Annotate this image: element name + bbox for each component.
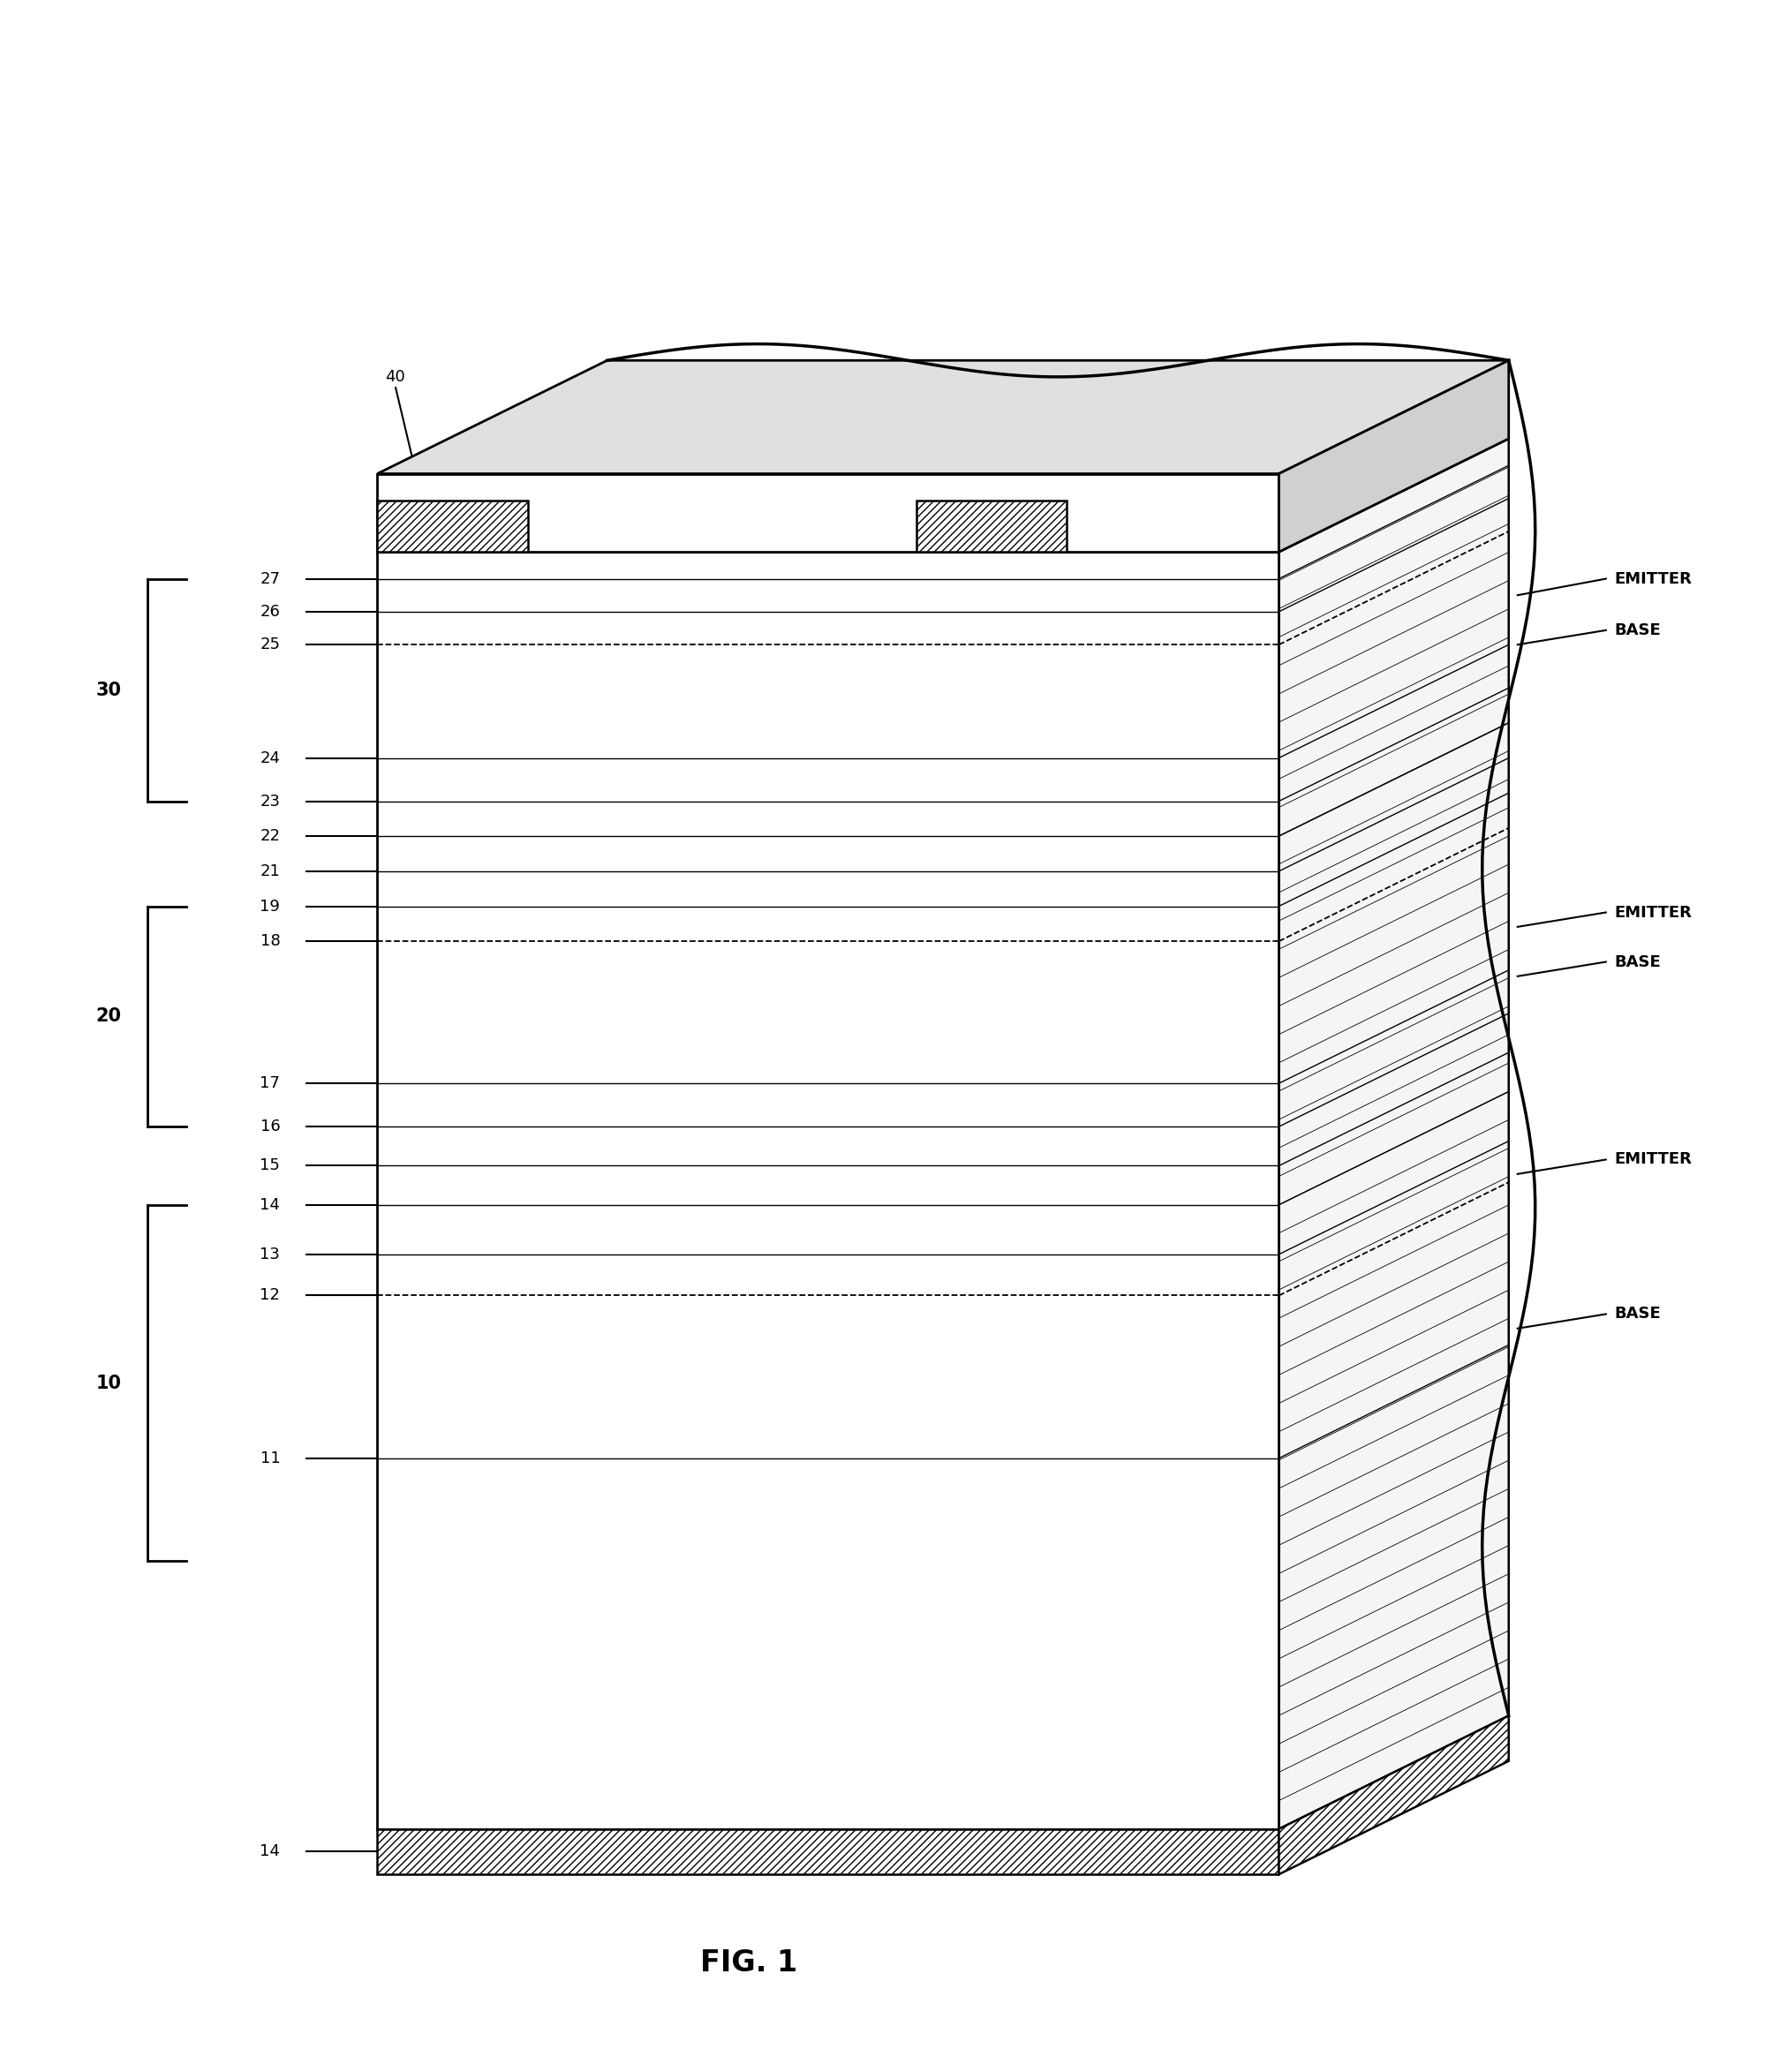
- Bar: [377, 501, 527, 551]
- Text: 40: 40: [384, 369, 406, 385]
- Text: p Ge: p Ge: [422, 1475, 459, 1490]
- Text: EMITTER: EMITTER: [1614, 1152, 1693, 1167]
- Text: n++ GaAs: n++ GaAs: [422, 1220, 504, 1237]
- Text: EMITTER: EMITTER: [1614, 905, 1693, 920]
- Polygon shape: [377, 361, 1509, 474]
- Text: 16: 16: [260, 1119, 279, 1135]
- Text: p InGaP₂: p InGaP₂: [422, 775, 490, 789]
- Polygon shape: [1278, 439, 1509, 1830]
- Bar: [377, 474, 1278, 551]
- Text: 25: 25: [260, 636, 279, 653]
- Text: p++ AlGaAs: p++ AlGaAs: [422, 1183, 520, 1198]
- Bar: [377, 1830, 1278, 1875]
- Text: 40: 40: [981, 383, 1002, 398]
- Text: 23: 23: [260, 794, 279, 810]
- Text: 26: 26: [260, 603, 279, 620]
- Text: p+ InGaAIP: p+ InGaAIP: [422, 818, 513, 833]
- Text: BASE: BASE: [1614, 953, 1661, 970]
- Polygon shape: [1278, 1716, 1509, 1875]
- Text: 13: 13: [260, 1247, 279, 1262]
- Text: 18: 18: [260, 932, 279, 949]
- Text: EMITTER: EMITTER: [1614, 570, 1693, 586]
- Text: n+ InGaP₂: n+ InGaP₂: [422, 661, 502, 678]
- Text: 14: 14: [260, 1844, 279, 1859]
- Text: p++ InGaP₂: p++ InGaP₂: [422, 854, 516, 868]
- Text: 24: 24: [260, 750, 279, 767]
- Text: BASE: BASE: [1614, 1305, 1661, 1322]
- Text: 20: 20: [96, 1007, 121, 1026]
- Text: n++ InAlP₂: n++ InAlP₂: [422, 887, 509, 903]
- Text: 21: 21: [260, 864, 279, 879]
- Text: 22: 22: [260, 829, 279, 843]
- Text: n+ InAlP₂: n+ InAlP₂: [422, 922, 497, 939]
- Text: p InGaAs: p InGaAs: [422, 1100, 493, 1115]
- Text: 27: 27: [1015, 514, 1034, 528]
- Text: 27: 27: [260, 570, 279, 586]
- Text: BASE: BASE: [1614, 622, 1661, 638]
- Polygon shape: [1278, 361, 1509, 551]
- Text: 17: 17: [260, 1075, 279, 1092]
- Text: n+ InAlP₂: n+ InAlP₂: [422, 628, 497, 644]
- Text: 10: 10: [96, 1374, 121, 1392]
- Text: p+ AlGaAs: p+ AlGaAs: [422, 1144, 507, 1158]
- Text: 19: 19: [260, 899, 279, 914]
- Text: 14: 14: [260, 1198, 279, 1212]
- Text: n NUCLEATION LAYER: n NUCLEATION LAYER: [422, 1270, 593, 1287]
- Text: 11: 11: [260, 1450, 279, 1467]
- Bar: [917, 501, 1066, 551]
- Text: 28: 28: [739, 483, 758, 497]
- Text: FIG. 1: FIG. 1: [700, 1948, 797, 1977]
- Text: 30: 30: [96, 682, 121, 698]
- Text: 12: 12: [260, 1287, 279, 1303]
- Text: 15: 15: [260, 1158, 279, 1173]
- Bar: [377, 551, 1278, 1830]
- Text: n+ Ge: n+ Ge: [422, 1312, 472, 1328]
- Text: n+ InGaP₂: n+ InGaP₂: [422, 957, 502, 974]
